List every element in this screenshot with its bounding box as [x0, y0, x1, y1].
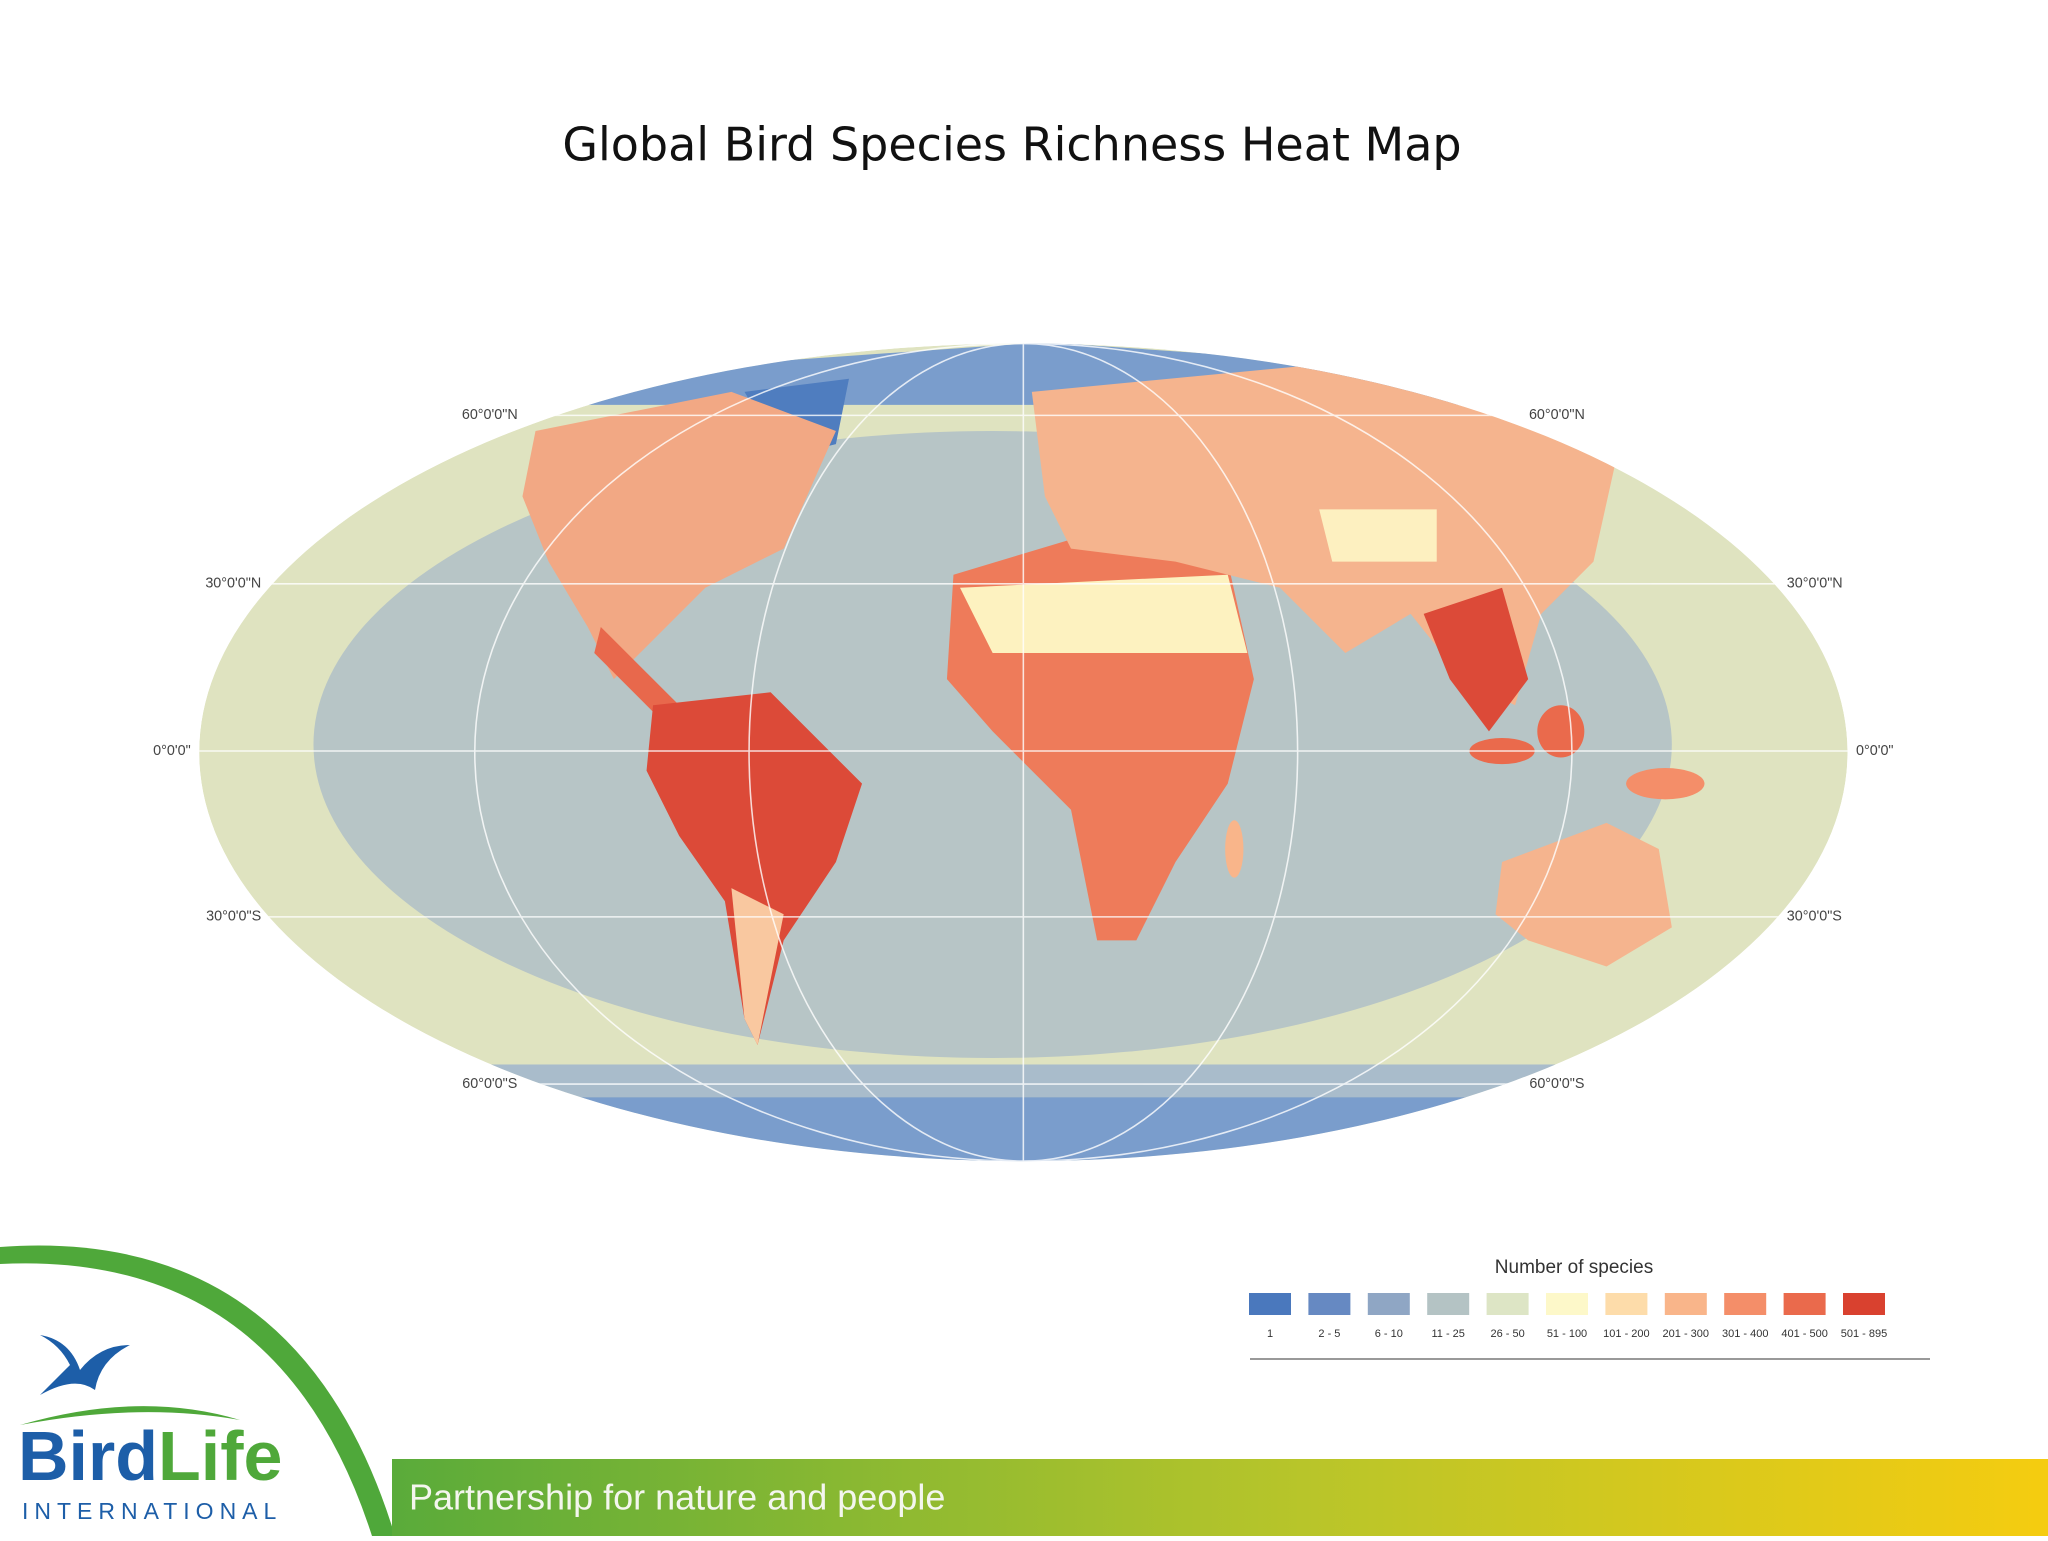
- legend-swatch: [1546, 1293, 1588, 1315]
- legend-label: 11 - 25: [1431, 1328, 1464, 1340]
- lat-label: 30°0'0"N: [205, 576, 261, 592]
- legend-swatch: [1664, 1293, 1707, 1315]
- legend-label: 101 - 200: [1603, 1328, 1649, 1340]
- lat-label: 60°0'0"N: [462, 407, 518, 423]
- slide-title: Global Bird Species Richness Heat Map: [562, 118, 1461, 172]
- legend-swatch: [1783, 1293, 1826, 1315]
- lat-label: 60°0'0"S: [462, 1076, 517, 1092]
- footer-bar: [392, 1459, 2048, 1536]
- legend-label: 401 - 500: [1781, 1328, 1827, 1340]
- legend-swatch: [1605, 1293, 1648, 1315]
- legend-swatch: [1367, 1293, 1410, 1315]
- lat-label: 0°0'0": [1856, 743, 1894, 759]
- lat-label: 60°0'0"N: [1529, 407, 1585, 423]
- lat-label: 60°0'0"S: [1529, 1076, 1584, 1092]
- legend-label: 501 - 895: [1841, 1328, 1887, 1340]
- legend-label: 2 - 5: [1318, 1328, 1340, 1340]
- legend-swatch: [1308, 1293, 1351, 1315]
- lat-label: 30°0'0"N: [1787, 576, 1843, 592]
- legend-swatch: [1249, 1293, 1291, 1315]
- logo-name: BirdLife: [18, 1417, 282, 1495]
- legend-swatch: [1843, 1293, 1885, 1315]
- logo-subtitle: INTERNATIONAL: [22, 1498, 282, 1524]
- legend-label: 201 - 300: [1663, 1328, 1709, 1340]
- legend-label: 51 - 100: [1547, 1328, 1587, 1340]
- world-map: 60°0'0"N 30°0'0"N 0°0'0" 30°0'0"S 60°0'0…: [153, 343, 1894, 1162]
- logo-life: Life: [158, 1417, 282, 1495]
- legend-label: 301 - 400: [1722, 1328, 1768, 1340]
- legend-swatch: [1427, 1293, 1470, 1315]
- legend-swatch: [1486, 1293, 1529, 1315]
- legend-label: 1: [1267, 1328, 1273, 1340]
- lat-label: 30°0'0"S: [206, 909, 261, 925]
- legend-label: 26 - 50: [1490, 1328, 1524, 1340]
- logo: BirdLife INTERNATIONAL: [18, 1335, 282, 1524]
- lat-label: 0°0'0": [153, 743, 191, 759]
- logo-bird: Bird: [18, 1417, 158, 1495]
- legend-title: Number of species: [1495, 1257, 1653, 1278]
- legend: Number of species 1 2 - 5 6 - 10 11 - 25 26 …: [1249, 1257, 1930, 1360]
- lat-label: 30°0'0"S: [1787, 909, 1842, 925]
- legend-swatch: [1724, 1293, 1767, 1315]
- tagline: Partnership for nature and people: [409, 1477, 945, 1518]
- legend-label: 6 - 10: [1375, 1328, 1403, 1340]
